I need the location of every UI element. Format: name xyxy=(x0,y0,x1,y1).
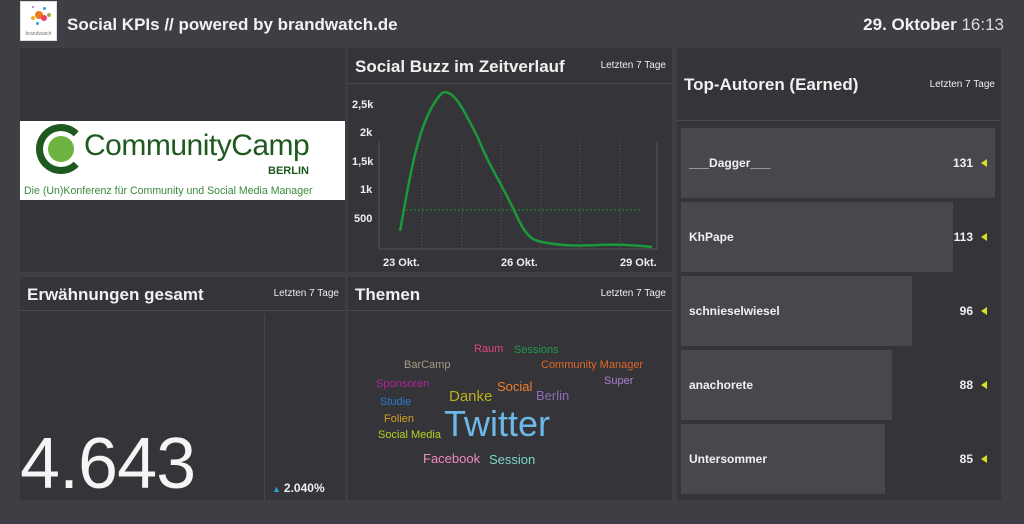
author-count: 88 xyxy=(959,378,973,392)
mentions-change: ▲ 2.040% xyxy=(272,481,325,495)
topics-header: Themen Letzten 7 Tage xyxy=(348,277,672,311)
cc-name: CommunityCamp xyxy=(84,129,310,162)
author-name: anachorete xyxy=(689,378,754,392)
y-tick: 2k xyxy=(360,127,373,139)
topic-word[interactable]: Facebook xyxy=(423,451,481,466)
topics-title: Themen xyxy=(355,285,421,304)
y-tick: 1k xyxy=(360,184,373,196)
topic-word[interactable]: Danke xyxy=(449,388,493,405)
buzz-panel: Social Buzz im Zeitverlauf Letzten 7 Tag… xyxy=(348,48,672,272)
author-bar xyxy=(681,202,953,272)
topic-word[interactable]: Session xyxy=(489,452,536,467)
logo-text: brandwatch xyxy=(25,31,52,37)
y-tick: 1,5k xyxy=(352,156,374,168)
author-row[interactable]: anachorete 88 xyxy=(681,350,995,420)
topics-range: Letzten 7 Tage xyxy=(600,288,666,299)
trend-left-icon xyxy=(981,159,987,167)
trend-left-icon xyxy=(981,233,987,241)
x-tick: 26 Okt. xyxy=(501,257,538,269)
authors-title: Top-Autoren (Earned) xyxy=(684,75,859,94)
topic-word[interactable]: BarCamp xyxy=(404,359,451,371)
mentions-range: Letzten 7 Tage xyxy=(273,288,339,299)
author-row[interactable]: Untersommer 85 xyxy=(681,424,995,494)
change-value: 2.040% xyxy=(283,481,325,495)
brandwatch-logo: brandwatch xyxy=(20,1,57,41)
cc-flame-icon xyxy=(48,136,74,162)
topic-word[interactable]: Sessions xyxy=(514,344,559,356)
buzz-range: Letzten 7 Tage xyxy=(600,60,666,71)
trend-left-icon xyxy=(981,381,987,389)
cc-tagline: Die (Un)Konferenz für Community und Soci… xyxy=(24,185,313,197)
topic-word[interactable]: Social Media xyxy=(378,429,441,441)
author-count: 131 xyxy=(952,156,973,170)
authors-range: Letzten 7 Tage xyxy=(929,79,995,90)
cc-circle-icon xyxy=(36,124,86,174)
buzz-title: Social Buzz im Zeitverlauf xyxy=(355,57,565,76)
banner-panel: CommunityCamp BERLIN Die (Un)Konferenz f… xyxy=(20,48,345,272)
author-row[interactable]: schnieselwiesel 96 xyxy=(681,276,995,346)
topic-word[interactable]: Twitter xyxy=(444,403,551,444)
topic-word[interactable]: Raum xyxy=(474,343,504,355)
mentions-panel: Erwähnungen gesamt Letzten 7 Tage 4.643 … xyxy=(20,277,345,504)
author-bar xyxy=(681,128,995,198)
topic-word[interactable]: Social xyxy=(497,379,533,394)
author-count: 96 xyxy=(959,304,973,318)
dashboard-title: Social KPIs // powered by brandwatch.de xyxy=(67,15,398,34)
communitycamp-logo: CommunityCamp BERLIN Die (Un)Konferenz f… xyxy=(20,121,345,200)
time: 16:13 xyxy=(961,15,1004,34)
mentions-title: Erwähnungen gesamt xyxy=(27,285,204,304)
author-bar xyxy=(681,350,893,420)
y-tick: 2,5k xyxy=(352,99,374,111)
author-row[interactable]: KhPape 113 xyxy=(681,202,995,272)
topic-word[interactable]: Studie xyxy=(380,396,412,408)
cc-city: BERLIN xyxy=(268,165,309,177)
buzz-line-chart xyxy=(378,91,658,250)
authors-header: Top-Autoren (Earned) Letzten 7 Tage xyxy=(677,48,1001,121)
mentions-header: Erwähnungen gesamt Letzten 7 Tage xyxy=(20,277,345,311)
up-arrow-icon: ▲ xyxy=(272,484,281,494)
authors-panel: Top-Autoren (Earned) Letzten 7 Tage ___D… xyxy=(677,48,1001,500)
author-name: schnieselwiesel xyxy=(689,304,780,318)
topic-word[interactable]: Berlin xyxy=(536,388,570,403)
author-name: KhPape xyxy=(689,230,734,244)
x-tick: 29 Okt. xyxy=(620,257,657,269)
topic-word[interactable]: Community Manager xyxy=(541,359,644,371)
topics-panel: Themen Letzten 7 Tage Raum Sessions BarCam… xyxy=(348,277,672,500)
y-tick: 500 xyxy=(354,213,373,225)
header: brandwatch Social KPIs // powered by bra… xyxy=(0,0,1024,48)
buzz-header: Social Buzz im Zeitverlauf Letzten 7 Tag… xyxy=(348,48,672,84)
author-bar xyxy=(681,276,912,346)
topic-word[interactable]: Folien xyxy=(384,413,414,425)
topic-word[interactable]: Sponsoren xyxy=(376,378,430,390)
x-tick: 23 Okt. xyxy=(383,257,420,269)
mentions-total: 4.643 xyxy=(20,424,196,504)
author-row[interactable]: ___Dagger___ 131 xyxy=(681,128,995,198)
author-bar xyxy=(681,424,886,494)
divider xyxy=(264,314,265,500)
author-count: 113 xyxy=(953,230,973,244)
trend-left-icon xyxy=(981,455,987,463)
topic-word[interactable]: Super xyxy=(604,375,634,387)
date-time: 29. Oktober 16:13 xyxy=(863,15,1004,35)
date: 29. Oktober xyxy=(863,15,957,34)
author-name: ___Dagger___ xyxy=(689,156,771,170)
trend-left-icon xyxy=(981,307,987,315)
author-count: 85 xyxy=(959,452,973,466)
author-name: Untersommer xyxy=(689,452,768,466)
